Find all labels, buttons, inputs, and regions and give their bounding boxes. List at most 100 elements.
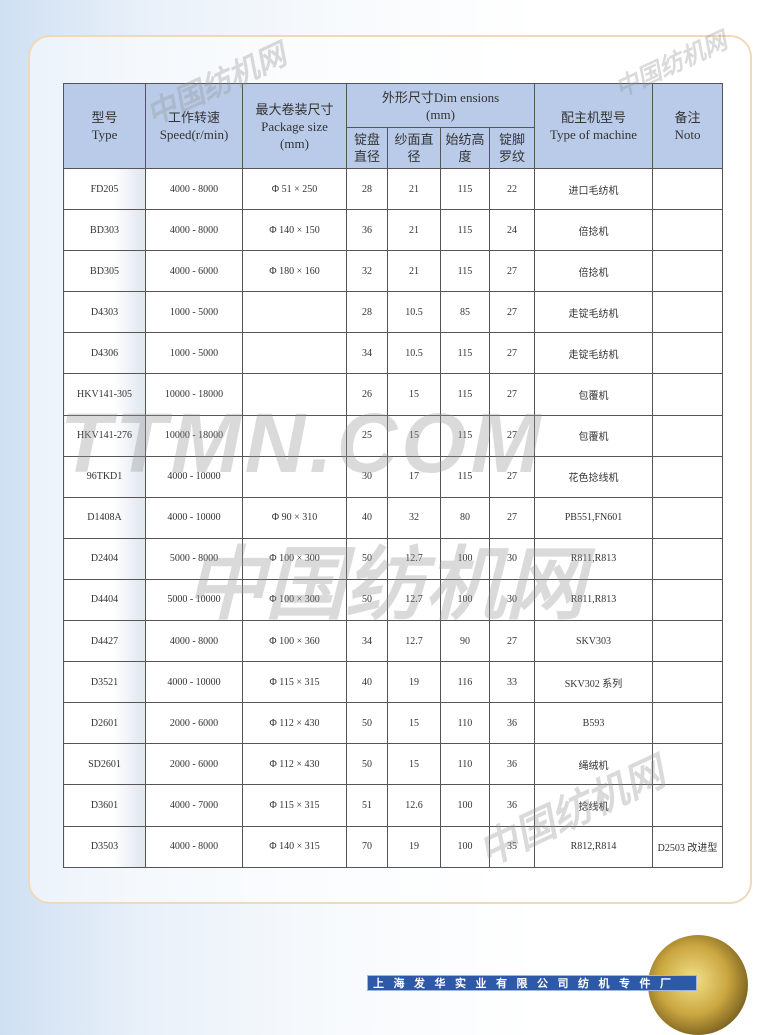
cell-yarn-diameter: 10.5 [387, 332, 441, 375]
cell-yarn-diameter: 12.7 [387, 537, 441, 580]
product-spec-table: 型号 Type 工作转速 Speed(r/min) 最大卷装尺寸 Package si… [63, 83, 723, 868]
cell-disc-diameter: 34 [346, 332, 388, 375]
cell-foot-thread: 27 [489, 332, 535, 375]
cell-foot-thread: 22 [489, 167, 535, 211]
cell-type: FD205 [63, 167, 146, 211]
cell-disc-diameter: 70 [346, 825, 388, 868]
cell-type: SD2601 [63, 743, 146, 786]
cell-yarn-diameter: 15 [387, 414, 441, 457]
cell-start-height: 85 [440, 291, 490, 334]
cell-yarn-diameter: 21 [387, 167, 441, 211]
header-dim-sub: 锭脚罗纹 [489, 127, 535, 169]
cell-yarn-diameter: 19 [387, 661, 441, 704]
cell-start-height: 115 [440, 332, 490, 375]
cell-speed: 5000 - 8000 [145, 537, 243, 580]
cell-start-height: 80 [440, 496, 490, 539]
cell-disc-diameter: 50 [346, 537, 388, 580]
cell-yarn-diameter: 15 [387, 702, 441, 745]
table-row: D2601 2000 - 6000 Φ 112 × 430 50 15 110 36 B593 [63, 702, 723, 745]
cell-yarn-diameter: 17 [387, 455, 441, 498]
cell-start-height: 116 [440, 661, 490, 704]
cell-start-height: 100 [440, 537, 490, 580]
cell-note [652, 167, 723, 211]
cell-disc-diameter: 51 [346, 784, 388, 827]
cell-yarn-diameter: 15 [387, 373, 441, 416]
cell-note [652, 209, 723, 252]
cell-type: D2404 [63, 537, 146, 580]
header-dim-sub: 锭盘直径 [346, 127, 388, 169]
cell-note [652, 291, 723, 334]
cell-disc-diameter: 25 [346, 414, 388, 457]
cell-note [652, 702, 723, 745]
cell-note [652, 578, 723, 622]
cell-package-size [242, 373, 347, 416]
cell-speed: 2000 - 6000 [145, 702, 243, 745]
table-row: D3503 4000 - 8000 Φ 140 × 315 70 19 100 35 R812… [63, 825, 723, 868]
header-dim-sub: 纱面直径 [387, 127, 441, 169]
cell-disc-diameter: 36 [346, 209, 388, 252]
cell-machine-type: SKV302 系列 [534, 661, 653, 704]
cell-machine-type: 倍捻机 [534, 209, 653, 252]
table-row: D4303 1000 - 5000 28 10.5 85 27 走锭毛纺机 [63, 291, 723, 334]
cell-package-size [242, 291, 347, 334]
cell-machine-type: 进口毛纺机 [534, 167, 653, 211]
cell-speed: 4000 - 10000 [145, 496, 243, 539]
cell-foot-thread: 27 [489, 291, 535, 334]
table-row: D3601 4000 - 7000 Φ 115 × 315 51 12.6 100 36 捻线… [63, 784, 723, 827]
cell-note [652, 496, 723, 539]
cell-speed: 4000 - 7000 [145, 784, 243, 827]
cell-note [652, 373, 723, 416]
cell-machine-type: R812,R814 [534, 825, 653, 868]
cell-foot-thread: 36 [489, 784, 535, 827]
cell-yarn-diameter: 12.7 [387, 620, 441, 663]
cell-foot-thread: 30 [489, 578, 535, 622]
cell-package-size [242, 414, 347, 457]
table-row: SD2601 2000 - 6000 Φ 112 × 430 50 15 110 36 绳绒机 [63, 743, 723, 786]
cell-type: D3503 [63, 825, 146, 868]
cell-note: D2503 改进型 [652, 825, 723, 868]
cell-type: D4306 [63, 332, 146, 375]
cell-note [652, 250, 723, 293]
cell-type: HKV141-276 [63, 414, 146, 457]
cell-foot-thread: 36 [489, 743, 535, 786]
header-note: 备注 Noto [652, 83, 723, 169]
cell-disc-diameter: 26 [346, 373, 388, 416]
cell-yarn-diameter: 32 [387, 496, 441, 539]
cell-foot-thread: 33 [489, 661, 535, 704]
cell-package-size: Φ 51 × 250 [242, 167, 347, 211]
cell-disc-diameter: 50 [346, 743, 388, 786]
cell-disc-diameter: 50 [346, 578, 388, 622]
table-row: HKV141-305 10000 - 18000 26 15 115 27 包覆机 [63, 373, 723, 416]
cell-note [652, 455, 723, 498]
cell-start-height: 100 [440, 784, 490, 827]
cell-package-size: Φ 140 × 315 [242, 825, 347, 868]
cell-foot-thread: 27 [489, 496, 535, 539]
cell-start-height: 115 [440, 209, 490, 252]
cell-yarn-diameter: 19 [387, 825, 441, 868]
cell-speed: 4000 - 10000 [145, 455, 243, 498]
cell-package-size: Φ 140 × 150 [242, 209, 347, 252]
header-dim-sub: 始纺高度 [440, 127, 490, 169]
cell-start-height: 115 [440, 414, 490, 457]
cell-disc-diameter: 50 [346, 702, 388, 745]
cell-speed: 4000 - 10000 [145, 661, 243, 704]
cell-note [652, 661, 723, 704]
cell-package-size: Φ 115 × 315 [242, 661, 347, 704]
cell-disc-diameter: 40 [346, 496, 388, 539]
cell-disc-diameter: 34 [346, 620, 388, 663]
cell-machine-type: 花色捻线机 [534, 455, 653, 498]
table-row: BD305 4000 - 6000 Φ 180 × 160 32 21 115 27 倍捻机 [63, 250, 723, 293]
cell-type: 96TKD1 [63, 455, 146, 498]
cell-start-height: 110 [440, 702, 490, 745]
cell-machine-type: 包覆机 [534, 414, 653, 457]
cell-package-size: Φ 112 × 430 [242, 702, 347, 745]
cell-type: HKV141-305 [63, 373, 146, 416]
cell-type: D2601 [63, 702, 146, 745]
cell-foot-thread: 27 [489, 373, 535, 416]
cell-start-height: 115 [440, 167, 490, 211]
cell-foot-thread: 27 [489, 455, 535, 498]
cell-foot-thread: 36 [489, 702, 535, 745]
cell-machine-type: PB551,FN601 [534, 496, 653, 539]
cell-disc-diameter: 28 [346, 167, 388, 211]
cell-foot-thread: 30 [489, 537, 535, 580]
